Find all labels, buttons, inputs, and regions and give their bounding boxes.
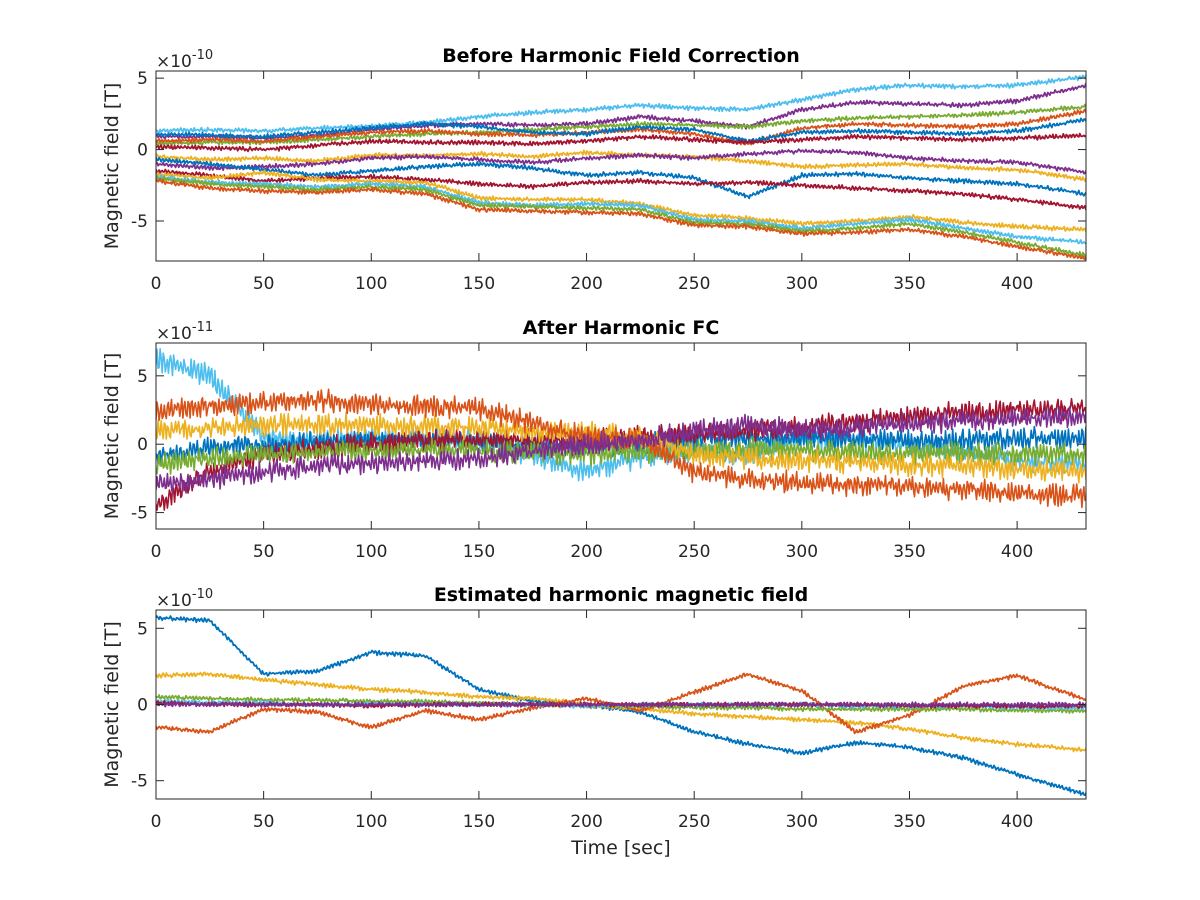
series-line — [156, 117, 1086, 144]
subplot-3-series — [156, 615, 1086, 797]
y-tick-label: -5 — [131, 212, 148, 232]
y-tick-label: -5 — [131, 772, 148, 792]
y-tick-label: 0 — [137, 141, 148, 161]
y-tick-label: 0 — [137, 435, 148, 455]
series-line — [156, 436, 1086, 476]
series-line — [156, 74, 1086, 134]
x-tick-label: 350 — [893, 542, 925, 562]
subplot-2-ticks: 0 50 100 150 200 250 300 350 400-505 — [131, 343, 1086, 562]
subplot-1-title: Before Harmonic Field Correction — [442, 45, 800, 67]
series-line — [156, 178, 1086, 261]
series-line — [156, 148, 1086, 175]
subplot-2-series — [156, 347, 1086, 511]
x-tick-label: 150 — [463, 812, 495, 832]
subplot-3-xlabel: Time [sec] — [570, 837, 670, 859]
series-line — [156, 615, 1086, 797]
subplot-2-ylabel: Magnetic field [T] — [101, 353, 123, 520]
series-line — [156, 175, 1086, 258]
subplot-1-ticks: 0 50 100 150 200 250 300 350 400 -5 0 5 — [131, 69, 1086, 294]
x-tick-label: 50 — [253, 812, 275, 832]
subplot-1-exponent-base: ×10 — [156, 52, 192, 72]
x-tick-label: 50 — [253, 542, 275, 562]
subplot-1-series — [156, 74, 1086, 261]
y-tick-label: 0 — [137, 696, 148, 716]
subplot-1-exponent-power: -10 — [192, 48, 213, 63]
x-tick-label: 0 — [151, 542, 162, 562]
subplot-3-axes-box — [155, 609, 1087, 800]
subplot-1-ylabel: Magnetic field [T] — [101, 83, 123, 250]
x-tick-label: 250 — [678, 274, 710, 294]
y-tick-label: 5 — [137, 367, 148, 387]
subplot-2-exponent-base: ×10 — [156, 324, 192, 344]
subplot-2-exponent: ×10-11 — [156, 320, 213, 344]
subplot-2-axes-box — [155, 342, 1087, 530]
subplot-3-ylabel: Magnetic field [T] — [101, 621, 123, 788]
subplot-3-exponent-base: ×10 — [156, 591, 192, 611]
subplot-3-title: Estimated harmonic magnetic field — [434, 584, 808, 606]
subplot-1-axes-box — [155, 70, 1087, 262]
series-line — [156, 388, 1086, 509]
subplot-3: 0 50 100 150 200 250 300 350 400-505 Estimated h… — [101, 584, 1087, 859]
x-tick-label: 400 — [1001, 812, 1033, 832]
x-tick-label: 250 — [678, 542, 710, 562]
x-tick-label: 100 — [355, 542, 387, 562]
subplot-2-title: After Harmonic FC — [523, 317, 720, 339]
x-tick-label: 50 — [253, 274, 275, 294]
y-tick-label: 5 — [137, 619, 148, 639]
x-tick-label: 300 — [786, 812, 818, 832]
series-line — [156, 405, 1086, 495]
subplot-1: 0 50 100 150 200 250 300 350 400 -5 0 5 Before Harm… — [101, 45, 1087, 294]
x-tick-label: 200 — [570, 812, 602, 832]
x-tick-label: 150 — [463, 542, 495, 562]
series-line — [156, 156, 1086, 200]
subplot-3-exponent-power: -10 — [192, 587, 213, 602]
x-tick-label: 250 — [678, 812, 710, 832]
x-tick-label: 200 — [570, 542, 602, 562]
x-tick-label: 400 — [1001, 542, 1033, 562]
subplot-3-exponent: ×10-10 — [156, 587, 213, 611]
series-line — [156, 82, 1086, 141]
x-tick-label: 200 — [570, 274, 602, 294]
x-tick-label: 350 — [893, 812, 925, 832]
series-line — [156, 132, 1086, 153]
y-tick-label: -5 — [131, 504, 148, 524]
x-tick-label: 300 — [786, 542, 818, 562]
x-tick-label: 0 — [151, 812, 162, 832]
x-tick-label: 100 — [355, 812, 387, 832]
x-tick-label: 150 — [463, 274, 495, 294]
y-tick-label: 5 — [137, 69, 148, 89]
subplot-2-exponent-power: -11 — [192, 320, 213, 335]
x-tick-label: 400 — [1001, 274, 1033, 294]
subplot-1-exponent: ×10-10 — [156, 48, 213, 72]
series-line — [156, 149, 1086, 183]
series-line — [156, 169, 1086, 232]
x-tick-label: 100 — [355, 274, 387, 294]
series-line — [156, 701, 1086, 708]
series-line — [156, 103, 1086, 147]
subplot-2: 0 50 100 150 200 250 300 350 400-505 After Harmo… — [101, 317, 1087, 562]
x-tick-label: 350 — [893, 274, 925, 294]
subplot-3-ticks: 0 50 100 150 200 250 300 350 400-505 — [131, 610, 1086, 832]
series-line — [156, 174, 1086, 245]
x-tick-label: 300 — [786, 274, 818, 294]
x-tick-label: 0 — [151, 274, 162, 294]
